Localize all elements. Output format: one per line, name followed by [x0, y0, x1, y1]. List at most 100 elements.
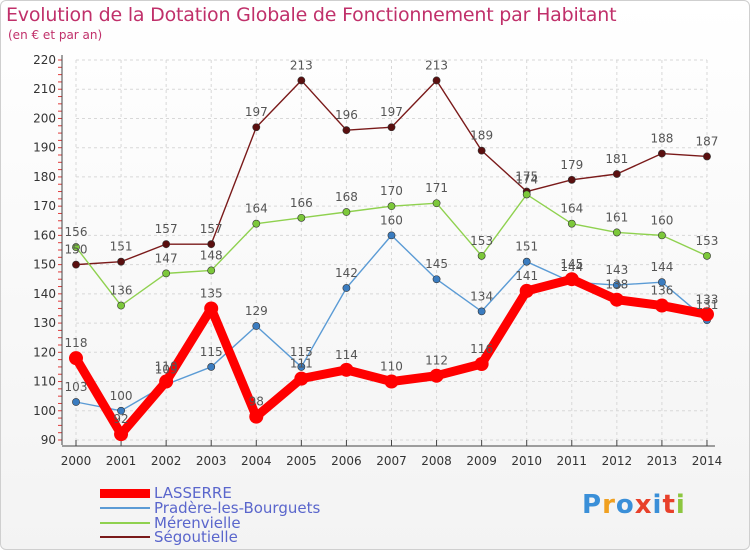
legend-swatch-segoutielle — [100, 536, 150, 538]
data-label-lasserre-2012: 138 — [605, 278, 628, 292]
y-tick-label-180: 180 — [33, 170, 56, 184]
data-label-merenvielle-2009: 153 — [470, 234, 493, 248]
data-label-segoutielle-2007: 197 — [380, 105, 403, 119]
x-tick-label-2004: 2004 — [241, 454, 272, 468]
data-label-segoutielle-2012: 181 — [605, 152, 628, 166]
point-merenvielle-2001 — [117, 301, 125, 310]
data-label-lasserre-2014: 133 — [696, 292, 719, 306]
point-segoutielle-2007 — [387, 123, 396, 132]
point-pradere-les-bourguets-2003 — [207, 363, 216, 371]
point-merenvielle-2002 — [162, 269, 171, 278]
data-label-segoutielle-2009: 189 — [470, 129, 493, 143]
x-tick-label-2008: 2008 — [421, 454, 452, 468]
data-label-lasserre-2013: 136 — [650, 284, 673, 298]
data-label-lasserre-2001: 92 — [113, 412, 128, 426]
label-layer: 150 151 157 157 197 213 196 197 213 189 175 179 181 1… — [65, 58, 719, 426]
point-merenvielle-2000 — [72, 243, 80, 251]
chart-title: Evolution de la Dotation Globale de Fonc… — [6, 4, 617, 26]
point-lasserre-2008 — [429, 368, 444, 383]
data-label-merenvielle-2007: 170 — [380, 184, 403, 198]
data-label-pradere-les-bourguets-2005: 115 — [290, 345, 313, 359]
point-merenvielle-2014 — [703, 251, 711, 260]
y-tick-label-110: 110 — [33, 375, 56, 389]
legend-swatch-lasserre — [100, 488, 150, 498]
legend-item-merenvielle[interactable]: Mérenvielle — [100, 516, 241, 531]
data-label-pradere-les-bourguets-2014: 131 — [696, 298, 719, 312]
data-label-lasserre-2010: 141 — [515, 269, 538, 283]
series-layer — [69, 76, 714, 442]
data-label-segoutielle-2006: 196 — [335, 108, 358, 122]
data-label-merenvielle-2012: 161 — [605, 210, 628, 224]
y-tick-label-200: 200 — [33, 111, 56, 125]
data-label-lasserre-2002: 110 — [155, 360, 178, 374]
x-tick-label-2009: 2009 — [466, 454, 497, 468]
data-label-lasserre-2011: 145 — [560, 257, 583, 271]
proxiti-logo-letter: t — [662, 490, 676, 520]
proxiti-logo-letter: i — [652, 490, 663, 520]
point-pradere-les-bourguets-2004 — [252, 322, 261, 330]
data-label-merenvielle-2001: 136 — [110, 284, 133, 298]
point-lasserre-2014 — [699, 307, 714, 322]
data-label-pradere-les-bourguets-2013: 144 — [650, 260, 673, 274]
legend-item-pradere[interactable]: Pradère-les-Bourguets — [100, 501, 320, 516]
point-pradere-les-bourguets-2006 — [342, 284, 351, 292]
point-merenvielle-2008 — [432, 199, 441, 208]
point-pradere-les-bourguets-2013 — [658, 278, 666, 287]
x-tick-label-2001: 2001 — [106, 454, 137, 468]
data-label-merenvielle-2002: 147 — [155, 251, 178, 265]
proxiti-logo: Proxiti — [582, 490, 686, 520]
point-merenvielle-2011 — [567, 219, 576, 228]
data-label-lasserre-2004: 98 — [249, 395, 264, 409]
data-label-merenvielle-2005: 166 — [290, 196, 313, 210]
x-tick-label-2005: 2005 — [286, 454, 317, 468]
data-label-merenvielle-2010: 174 — [515, 172, 538, 186]
legend-swatch-pradere — [100, 507, 150, 509]
legend-label-lasserre: LASSERRE — [154, 484, 232, 502]
x-tick-label-2010: 2010 — [511, 454, 542, 468]
point-pradere-les-bourguets-2008 — [432, 275, 441, 284]
point-lasserre-2003 — [204, 301, 219, 316]
y-tick-label-130: 130 — [33, 316, 56, 330]
legend-item-lasserre[interactable]: LASSERRE — [100, 484, 232, 502]
point-merenvielle-2003 — [207, 266, 216, 275]
data-label-segoutielle-2004: 197 — [245, 105, 268, 119]
data-label-pradere-les-bourguets-2007: 160 — [380, 213, 403, 227]
point-segoutielle-2004 — [252, 123, 261, 132]
data-label-segoutielle-2003: 157 — [200, 222, 223, 236]
data-label-lasserre-2000: 118 — [65, 336, 88, 350]
data-label-merenvielle-2011: 164 — [560, 202, 583, 216]
data-label-pradere-les-bourguets-2004: 129 — [245, 304, 268, 318]
data-label-merenvielle-2000: 156 — [65, 225, 88, 239]
legend-item-segoutielle[interactable]: Ségoutielle — [100, 528, 238, 546]
data-label-pradere-les-bourguets-2008: 145 — [425, 257, 448, 271]
point-merenvielle-2004 — [252, 219, 261, 228]
point-lasserre-2011 — [564, 272, 579, 287]
point-lasserre-2006 — [339, 362, 354, 377]
data-label-segoutielle-2010: 175 — [515, 170, 538, 184]
data-label-segoutielle-2013: 188 — [650, 132, 673, 146]
data-label-pradere-les-bourguets-2012: 143 — [605, 263, 628, 277]
data-label-lasserre-2006: 114 — [335, 348, 358, 362]
x-tick-label-2011: 2011 — [556, 454, 587, 468]
legend-label-segoutielle: Ségoutielle — [154, 528, 238, 546]
point-lasserre-2000 — [69, 351, 83, 366]
data-label-segoutielle-2001: 151 — [110, 240, 133, 254]
data-label-segoutielle-2005: 213 — [290, 58, 313, 72]
data-label-segoutielle-2008: 213 — [425, 58, 448, 72]
data-label-lasserre-2005: 111 — [290, 357, 313, 371]
point-pradere-les-bourguets-2012 — [612, 281, 621, 289]
data-label-pradere-les-bourguets-2000: 103 — [65, 380, 88, 394]
data-label-segoutielle-2002: 157 — [155, 222, 178, 236]
proxiti-logo-letter: P — [582, 490, 603, 520]
data-label-lasserre-2007: 110 — [380, 360, 403, 374]
axis-layer: 90 100 110 120 130 140 150 160 170 180 190 200 210 22… — [33, 53, 722, 468]
data-label-merenvielle-2006: 168 — [335, 190, 358, 204]
y-tick-label-90: 90 — [41, 433, 56, 447]
point-merenvielle-2013 — [658, 231, 666, 240]
point-merenvielle-2009 — [477, 251, 486, 260]
point-lasserre-2009 — [474, 357, 489, 371]
point-merenvielle-2005 — [297, 213, 306, 222]
point-lasserre-2001 — [114, 427, 129, 442]
point-pradere-les-bourguets-2010 — [522, 257, 531, 266]
